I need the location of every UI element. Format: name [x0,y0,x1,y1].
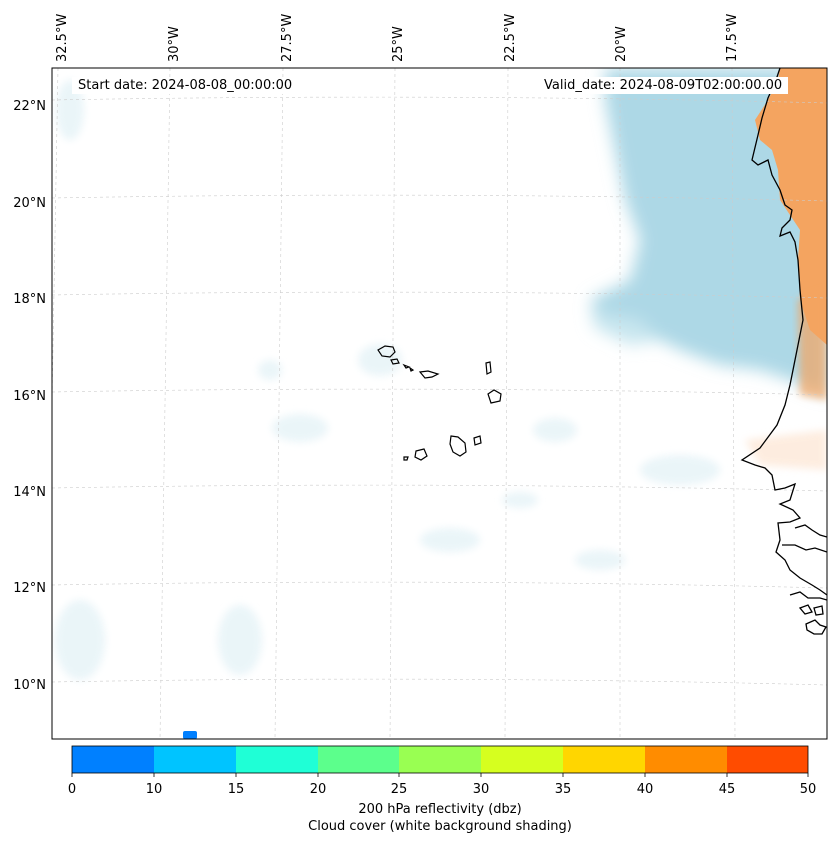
colorbar-tick-label: 30 [473,782,490,797]
colorbar-segment [645,746,727,773]
colorbar-tick-label: 10 [146,782,163,797]
lon-label: 27.5°W [280,14,295,62]
lat-label: 22°N [13,99,46,114]
colorbar-tick-label: 35 [555,782,572,797]
cloud-cover-shading [590,68,827,395]
colorbar-segment [399,746,481,773]
lon-label: 22.5°W [503,14,518,62]
colorbar-ticks [71,773,809,777]
colorbar-tick-label: 0 [68,782,76,797]
lon-label: 30°W [167,26,182,62]
graticule [52,68,827,739]
colorbar-segment [72,746,154,773]
lat-label: 18°N [13,292,46,307]
africa-coastline [740,68,827,635]
lat-label: 16°N [13,389,46,404]
land-reflectivity-shading [745,68,827,470]
colorbar-tick-label: 50 [800,782,817,797]
cape-verde-islands [377,345,502,461]
colorbar-sublabel: Cloud cover (white background shading) [308,819,572,834]
lon-label: 32.5°W [55,14,70,62]
colorbar: 0 10 15 20 25 30 35 40 45 50 200 hPa ref… [68,745,817,834]
colorbar-tick-label: 25 [391,782,408,797]
colorbar-segment [318,746,399,773]
colorbar-frame [71,745,809,774]
lat-label: 10°N [13,678,46,693]
colorbar-tick-label: 15 [228,782,245,797]
start-date-annotation: Start date: 2024-08-08_00:00:00 [72,77,299,94]
colorbar-label: 200 hPa reflectivity (dbz) [358,802,521,817]
lon-label: 20°W [614,26,629,62]
colorbar-segment [727,746,808,773]
lat-label: 12°N [13,581,46,596]
map-frame [51,67,828,740]
faint-cloud-patches [55,80,720,680]
latitude-labels: 22°N 20°N 18°N 16°N 14°N 12°N 10°N [13,99,46,693]
colorbar-tick-label: 45 [719,782,736,797]
colorbar-segment [154,746,236,773]
colorbar-segment [481,746,563,773]
colorbar-tick-label: 40 [637,782,654,797]
lon-label: 25°W [391,26,406,62]
lat-label: 20°N [13,196,46,211]
longitude-labels: 32.5°W 30°W 27.5°W 25°W 22.5°W 20°W 17.5… [55,14,740,62]
colorbar-segment [563,746,645,773]
map-area [52,68,827,739]
valid-date-annotation: Valid_date: 2024-08-09T02:00:00.00 [538,77,789,94]
lon-label: 17.5°W [725,14,740,62]
colorbar-segment [236,746,318,773]
lat-label: 14°N [13,485,46,500]
reflectivity-cell [183,731,197,739]
colorbar-tick-label: 20 [310,782,327,797]
